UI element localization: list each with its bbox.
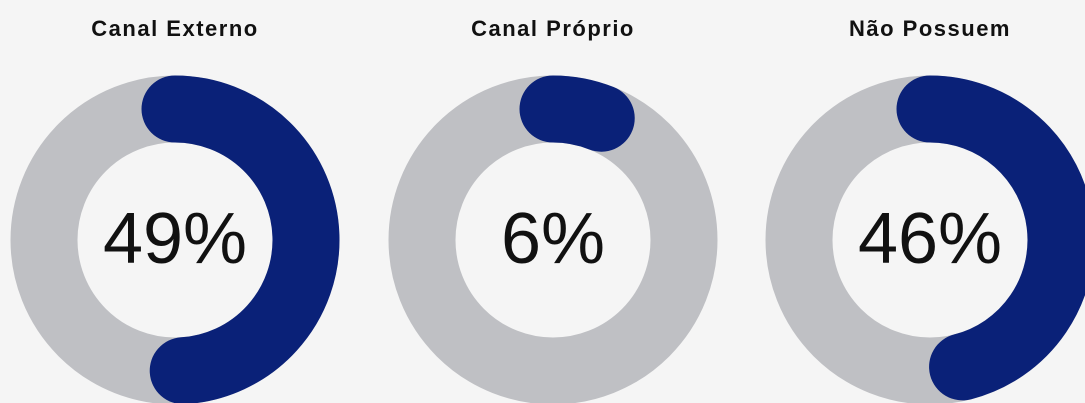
donut-arc [519,75,635,152]
donut-title: Canal Próprio [471,16,635,41]
donut-value-label: 46% [858,199,1002,279]
donut-title: Não Possuem [849,16,1011,41]
donut-value-label: 49% [103,199,247,279]
donut-arc [141,75,340,403]
donut-title: Canal Externo [91,16,258,41]
donut-arc [896,75,1085,401]
donut-value-label: 6% [501,199,605,279]
